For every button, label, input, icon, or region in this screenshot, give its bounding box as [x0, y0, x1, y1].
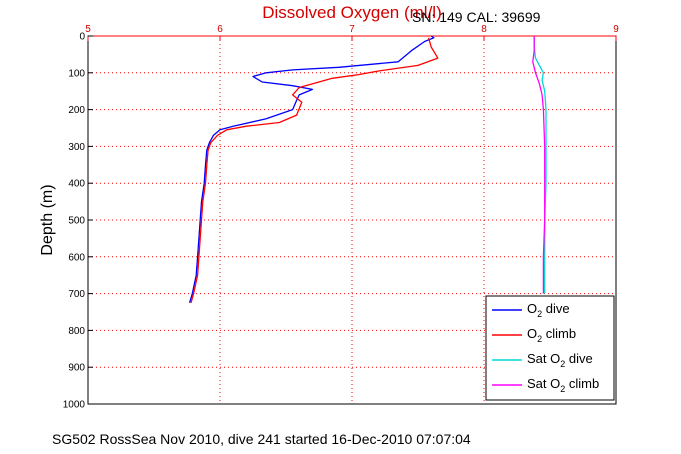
y-tick-label: 700 [68, 289, 85, 300]
x-tick-label: 6 [217, 24, 223, 35]
y-tick-label: 200 [68, 105, 85, 116]
y-tick-label: 500 [68, 216, 85, 227]
legend-entry-label: O2 dive [527, 301, 570, 319]
y-tick-label: 800 [68, 326, 85, 337]
y-tick-label: 1000 [63, 400, 86, 411]
x-axis-ticks: 5 6 7 8 9 [85, 24, 619, 41]
x-tick-label: 9 [613, 24, 619, 35]
y-tick-label: 0 [79, 32, 85, 43]
x-tick-label: 5 [85, 24, 91, 35]
chart-annotation: SN: 149 CAL: 39699 [412, 9, 541, 25]
legend-entry-label: O2 climb [527, 326, 576, 344]
legend-entry-label: Sat O2 climb [527, 376, 599, 394]
y-tick-label: 400 [68, 179, 85, 190]
y-axis-ticks: 0 100 200 300 400 500 600 700 800 900 1000 [63, 32, 93, 411]
legend-entries: O2 dive O2 climb Sat O2 dive Sat O2 climb [492, 301, 599, 394]
series-lines [188, 35, 547, 303]
series-line-4 [532, 36, 546, 294]
y-axis-label: Depth (m) [39, 184, 56, 255]
x-tick-label: 8 [481, 24, 487, 35]
y-tick-label: 100 [68, 68, 85, 79]
legend-entry-label: Sat O2 dive [527, 351, 593, 369]
legend-box [485, 295, 615, 401]
y-tick-label: 900 [68, 363, 85, 374]
x-tick-label: 7 [349, 24, 355, 35]
series-line-1 [188, 35, 435, 303]
series-line-2 [190, 37, 439, 303]
legend: O2 dive O2 climb Sat O2 dive Sat O2 climb [485, 295, 615, 401]
figure-caption: SG502 RossSea Nov 2010, dive 241 started… [52, 431, 471, 447]
y-tick-label: 300 [68, 142, 85, 153]
chart-title: Dissolved Oxygen (ml/l) [262, 3, 442, 22]
y-tick-label: 600 [68, 252, 85, 263]
